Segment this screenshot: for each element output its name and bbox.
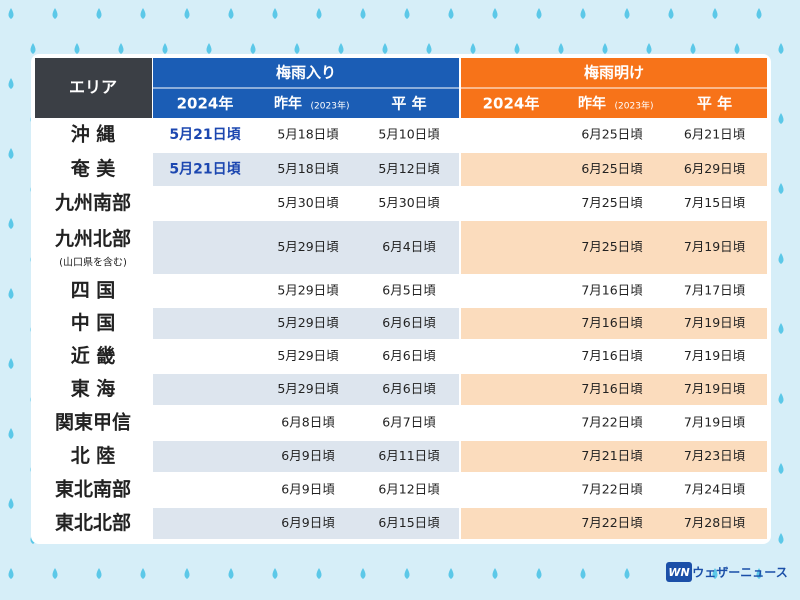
date-cell: 7月17日頃 <box>684 283 746 298</box>
date-2024: 5月21日頃 <box>169 162 241 178</box>
date-cell: 6月25日頃 <box>581 127 643 142</box>
header-2024: 2024年 <box>177 95 234 113</box>
date-cell: 7月25日頃 <box>581 239 643 254</box>
date-cell: 6月6日頃 <box>382 381 436 396</box>
date-cell: 5月12日頃 <box>378 161 440 176</box>
exit-row-shade <box>461 153 767 186</box>
area-name: 九州北部 <box>54 227 131 250</box>
area-name: 四 国 <box>71 280 116 302</box>
area-name: 沖 縄 <box>71 123 116 146</box>
date-cell: 5月29日頃 <box>277 315 339 330</box>
date-cell: 7月28日頃 <box>684 515 746 530</box>
date-cell: 6月12日頃 <box>378 482 440 497</box>
date-cell: 6月25日頃 <box>581 161 643 176</box>
area-name: 中 国 <box>71 311 116 334</box>
area-name: 東北南部 <box>55 478 131 501</box>
date-cell: 7月19日頃 <box>684 415 746 430</box>
entry-row-shade <box>153 441 459 472</box>
header-area-cell <box>35 58 152 118</box>
date-cell: 5月30日頃 <box>277 195 339 210</box>
date-cell: 7月22日頃 <box>581 415 643 430</box>
date-cell: 6月7日頃 <box>382 415 436 430</box>
exit-row-shade <box>461 308 767 339</box>
date-cell: 7月21日頃 <box>581 448 643 463</box>
date-cell: 7月19日頃 <box>684 381 746 396</box>
date-2024: 5月21日頃 <box>169 127 241 143</box>
exit-row-shade <box>461 374 767 405</box>
date-cell: 5月18日頃 <box>277 127 339 142</box>
date-cell: 6月6日頃 <box>382 315 436 330</box>
logo-text: ウェザーニュース <box>692 566 787 580</box>
header-entry: 梅雨入り <box>276 64 336 82</box>
date-cell: 6月15日頃 <box>378 515 440 530</box>
date-cell: 6月8日頃 <box>281 415 335 430</box>
header-exit: 梅雨明け <box>584 64 644 82</box>
date-cell: 5月29日頃 <box>277 239 339 254</box>
date-cell: 5月29日頃 <box>277 283 339 298</box>
area-name: 東 海 <box>71 377 116 400</box>
date-cell: 5月29日頃 <box>277 381 339 396</box>
date-cell: 7月15日頃 <box>684 195 746 210</box>
header-last-note: (2023年) <box>615 100 654 112</box>
exit-row-shade <box>461 508 767 539</box>
date-cell: 7月24日頃 <box>684 482 746 497</box>
date-cell: 7月19日頃 <box>684 239 746 254</box>
date-cell: 7月23日頃 <box>684 448 746 463</box>
area-name: 東北北部 <box>55 511 131 534</box>
entry-row-shade <box>153 221 459 274</box>
logo-mark-bg <box>666 562 692 582</box>
header-area: エリア <box>69 78 117 97</box>
date-cell: 7月22日頃 <box>581 515 643 530</box>
header-2024: 2024年 <box>483 95 540 113</box>
entry-row-shade <box>153 153 459 186</box>
date-cell: 6月9日頃 <box>281 482 335 497</box>
area-name: 北 陸 <box>71 444 116 467</box>
date-cell: 5月29日頃 <box>277 348 339 363</box>
exit-row-shade <box>461 441 767 472</box>
date-cell: 6月29日頃 <box>684 161 746 176</box>
date-cell: 6月21日頃 <box>684 127 746 142</box>
date-cell: 5月10日頃 <box>378 127 440 142</box>
area-name: 関東甲信 <box>55 411 131 434</box>
area-name: 近 畿 <box>71 344 116 367</box>
area-name: 奄 美 <box>70 157 117 180</box>
date-cell: 7月22日頃 <box>581 482 643 497</box>
date-cell: 7月16日頃 <box>581 283 643 298</box>
header-last: 昨年 <box>578 95 606 112</box>
date-cell: 7月19日頃 <box>684 315 746 330</box>
date-cell: 6月4日頃 <box>382 239 436 254</box>
date-cell: 7月19日頃 <box>684 348 746 363</box>
date-cell: 6月5日頃 <box>382 283 436 298</box>
header-last-note: (2023年) <box>311 100 350 112</box>
area-note: (山口県を含む) <box>59 256 127 269</box>
header-normal: 平 年 <box>391 95 426 113</box>
entry-row-shade <box>153 308 459 339</box>
entry-row-shade <box>153 508 459 539</box>
area-name: 九州南部 <box>54 191 131 214</box>
exit-row-shade <box>461 221 767 274</box>
date-cell: 6月9日頃 <box>281 515 335 530</box>
date-cell: 5月18日頃 <box>277 161 339 176</box>
entry-row-shade <box>153 374 459 405</box>
logo-mark: WN <box>668 566 689 579</box>
date-cell: 7月16日頃 <box>581 348 643 363</box>
date-cell: 5月30日頃 <box>378 195 440 210</box>
date-cell: 7月16日頃 <box>581 315 643 330</box>
date-cell: 6月6日頃 <box>382 348 436 363</box>
date-cell: 6月9日頃 <box>281 448 335 463</box>
date-cell: 6月11日頃 <box>378 448 440 463</box>
date-cell: 7月25日頃 <box>581 195 643 210</box>
header-normal: 平 年 <box>697 95 732 113</box>
header-last: 昨年 <box>274 95 302 112</box>
date-cell: 7月16日頃 <box>581 381 643 396</box>
